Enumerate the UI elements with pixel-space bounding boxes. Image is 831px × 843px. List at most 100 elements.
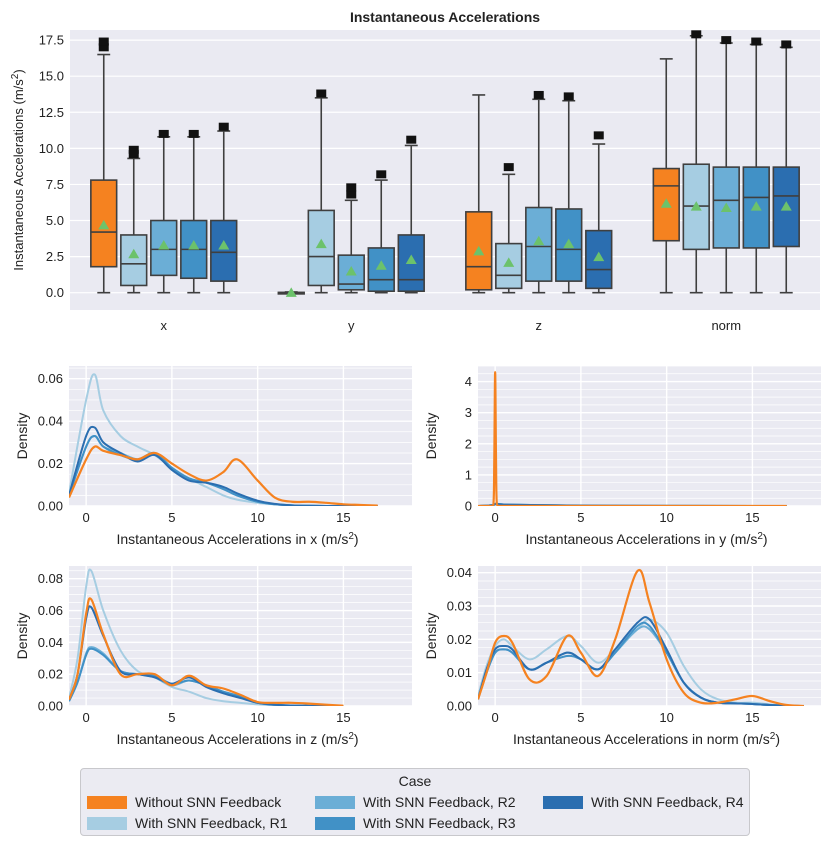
kde-xtick-label: 0	[83, 510, 90, 525]
boxplot-ytick-label: 17.5	[39, 33, 64, 48]
kde-xtick-label: 10	[250, 510, 264, 525]
boxplot-ytick-label: 7.5	[46, 177, 64, 192]
boxplot-ytick-label: 15.0	[39, 69, 64, 84]
kde-xtick-label: 5	[577, 510, 584, 525]
box-mean-marker	[563, 238, 575, 249]
boxplot-title: Instantaneous Accelerations	[350, 9, 540, 25]
kde-line-series-4	[478, 616, 804, 706]
boxplot-ytick-label: 12.5	[39, 105, 64, 120]
kde-xtick-label: 10	[659, 710, 673, 725]
boxplot-ylabel-close: )	[11, 69, 26, 73]
box-x-3	[180, 129, 208, 294]
box-iqr	[307, 209, 335, 287]
box-mean-marker	[218, 240, 230, 250]
box-iqr	[210, 219, 238, 282]
kde-ylabel: Density	[423, 613, 439, 660]
kde-panel-z: 0.00 0.02 0.04 0.06 0.08 0 5 10 15 Instantaneous …	[14, 566, 412, 747]
kde-xlabel-superscript: 2	[348, 531, 354, 542]
kde-ytick-label: 0.02	[38, 667, 63, 682]
box-mean-marker	[98, 219, 110, 230]
box-mean-marker	[593, 251, 605, 262]
box-z-2	[525, 90, 553, 294]
kde-panel-norm: 0.00 0.01 0.02 0.03 0.04 0 5 10 15 Instantaneous …	[423, 565, 821, 747]
boxplot-ytick-label: 0.0	[46, 285, 64, 300]
box-outlier	[533, 90, 544, 99]
box-mean-marker	[750, 201, 762, 211]
box-norm-2	[712, 36, 740, 294]
legend-swatch	[87, 795, 127, 809]
box-mean-marker	[375, 260, 387, 270]
kde-xtick-label: 15	[745, 510, 759, 525]
box-z-1	[495, 163, 523, 294]
box-iqr	[465, 211, 493, 291]
kde-xlabel-superscript: 2	[757, 531, 763, 542]
box-outlier	[376, 170, 387, 179]
boxplot-category-label: norm	[711, 318, 741, 333]
box-mean-marker	[690, 201, 702, 211]
kde-xtick-label: 0	[492, 510, 499, 525]
box-iqr	[120, 234, 148, 287]
kde-xlabel-superscript: 2	[348, 731, 354, 742]
kde-xtick-label: 10	[250, 710, 264, 725]
box-mean-marker	[503, 257, 515, 267]
box-mean-marker	[473, 245, 485, 256]
kde-lines	[478, 568, 804, 706]
box-mean-marker	[780, 201, 792, 211]
legend: Case Without SNN Feedback With SNN Feedb…	[80, 768, 750, 836]
kde-ytick-label: 0.08	[38, 571, 63, 586]
box-z-4	[585, 131, 613, 294]
kde-xlabel: Instantaneous Accelerations in y (m/s2)	[525, 531, 767, 547]
kde-background	[478, 566, 821, 706]
legend-entry-without-feedback: Without SNN Feedback	[87, 793, 281, 811]
kde-xtick-label: 0	[492, 710, 499, 725]
kde-ylabel: Density	[14, 413, 30, 460]
kde-xlabel-superscript: 2	[770, 731, 776, 742]
box-outlier	[98, 37, 109, 46]
box-y-1	[307, 89, 335, 294]
box-x-1	[120, 145, 148, 294]
box-mean-marker	[405, 254, 417, 264]
kde-xlabel: Instantaneous Accelerations in z (m/s2)	[116, 731, 358, 747]
box-mean-marker	[158, 240, 170, 250]
kde-xtick-label: 15	[336, 710, 350, 725]
box-outlier	[218, 122, 229, 131]
kde-xtick-label: 15	[745, 710, 759, 725]
legend-label: With SNN Feedback, R2	[363, 794, 516, 810]
box-outlier	[346, 183, 357, 192]
kde-panel-y: 0 1 2 3 4 0 5 10 15 Instantaneous Accelerations i…	[423, 365, 821, 547]
legend-swatch	[87, 816, 127, 830]
boxplot-panel: 0.0 2.5 5.0 7.5 10.0 12.5 15.0 17.5 Instantaneou…	[10, 9, 820, 333]
kde-ytick-label: 0.04	[447, 565, 472, 580]
box-outlier	[158, 129, 169, 138]
kde-xlabel-close: )	[354, 731, 359, 747]
kde-xlabel-close: )	[775, 731, 780, 747]
box-outlier	[316, 89, 327, 98]
box-outlier	[721, 36, 732, 45]
kde-lines	[69, 373, 378, 506]
box-norm-3	[742, 37, 770, 294]
box-outlier	[98, 43, 109, 52]
boxplot-ytick-label: 5.0	[46, 213, 64, 228]
boxplot-ytick-label: 2.5	[46, 249, 64, 264]
box-y-0	[277, 287, 305, 297]
kde-panel-x: 0.00 0.02 0.04 0.06 0 5 10 15 Instantaneous Acce…	[14, 366, 412, 547]
kde-ytick-label: 0.04	[38, 414, 63, 429]
kde-ytick-label: 0.06	[38, 371, 63, 386]
legend-label: Without SNN Feedback	[135, 794, 282, 810]
kde-line-series-0	[478, 568, 804, 706]
box-outlier	[406, 135, 417, 144]
box-outlier	[691, 30, 702, 39]
legend-swatch	[315, 795, 355, 809]
box-mean-marker	[720, 202, 732, 213]
kde-line-series-4	[69, 605, 344, 706]
box-x-0	[90, 37, 118, 294]
kde-ytick-label: 0	[465, 499, 472, 514]
kde-ytick-label: 0.00	[38, 699, 63, 714]
kde-line-series-4	[69, 425, 378, 506]
legend-label: With SNN Feedback, R4	[591, 794, 744, 810]
box-y-2	[337, 183, 365, 294]
box-outlier	[751, 37, 762, 46]
kde-ytick-label: 0.00	[447, 699, 472, 714]
boxplot-ylabel-superscript: 2	[10, 73, 21, 79]
kde-ytick-label: 0.00	[38, 499, 63, 514]
